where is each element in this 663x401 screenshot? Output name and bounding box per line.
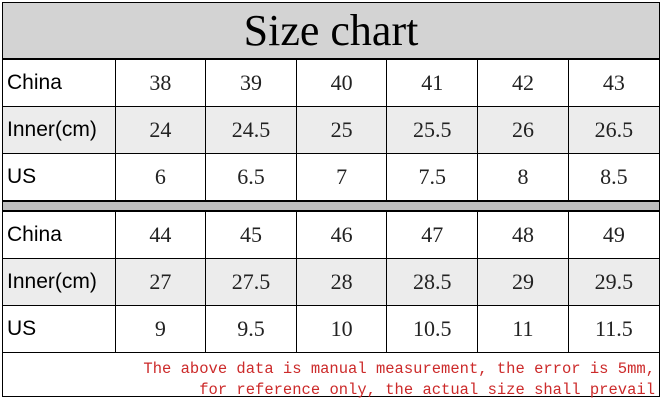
table-row-inner-cm: Inner(cm) 27 27.5 28 28.5 29 29.5 (2, 258, 660, 306)
row-label: China (2, 59, 116, 107)
table-cell: 27 (114, 258, 207, 306)
table-cell: 24.5 (205, 106, 297, 154)
table-cell: 7 (295, 153, 388, 201)
table-cell: 49 (567, 211, 660, 259)
row-label: China (2, 211, 116, 259)
table-cell: 28.5 (386, 258, 479, 306)
note-line-1: The above data is manual measurement, th… (143, 360, 655, 378)
table-cell: 8.5 (567, 153, 660, 201)
chart-title: Size chart (3, 3, 659, 59)
measurement-note: The above data is manual measurement, th… (3, 353, 659, 401)
table-cell: 11.5 (567, 305, 660, 353)
table-cell: 29 (477, 258, 569, 306)
table-row-china: China 44 45 46 47 48 49 (2, 211, 660, 259)
table-cell: 46 (295, 211, 388, 259)
table-cell: 38 (114, 59, 207, 107)
table-cell: 10 (295, 305, 388, 353)
table-cell: 26.5 (567, 106, 660, 154)
table-cell: 28 (295, 258, 388, 306)
table-cell: 41 (386, 59, 479, 107)
table-cell: 25 (295, 106, 388, 154)
row-label: US (2, 153, 116, 201)
table-cell: 39 (205, 59, 297, 107)
row-label: Inner(cm) (2, 258, 116, 306)
table-cell: 8 (477, 153, 569, 201)
table-cell: 48 (477, 211, 569, 259)
table-row-us: US 9 9.5 10 10.5 11 11.5 (2, 305, 660, 353)
table-cell: 10.5 (386, 305, 479, 353)
size-table-upper: China 38 39 40 41 42 43 Inner(cm) 24 24.… (2, 59, 660, 201)
table-row-us: US 6 6.5 7 7.5 8 8.5 (2, 153, 660, 201)
table-cell: 11 (477, 305, 569, 353)
table-cell: 7.5 (386, 153, 479, 201)
table-cell: 44 (114, 211, 207, 259)
table-cell: 40 (295, 59, 388, 107)
table-cell: 27.5 (205, 258, 297, 306)
table-cell: 43 (567, 59, 660, 107)
table-cell: 24 (114, 106, 207, 154)
table-cell: 9.5 (205, 305, 297, 353)
table-cell: 29.5 (567, 258, 660, 306)
row-label: Inner(cm) (2, 106, 116, 154)
table-cell: 6 (114, 153, 207, 201)
size-table-lower: China 44 45 46 47 48 49 Inner(cm) 27 27.… (2, 211, 660, 353)
table-row-inner-cm: Inner(cm) 24 24.5 25 25.5 26 26.5 (2, 106, 660, 154)
table-cell: 47 (386, 211, 479, 259)
table-cell: 9 (114, 305, 207, 353)
table-cell: 6.5 (205, 153, 297, 201)
table-row-china: China 38 39 40 41 42 43 (2, 59, 660, 107)
note-line-2: for reference only, the actual size shal… (199, 381, 655, 399)
row-label: US (2, 305, 116, 353)
section-divider (3, 201, 659, 211)
table-cell: 25.5 (386, 106, 479, 154)
table-cell: 26 (477, 106, 569, 154)
table-cell: 45 (205, 211, 297, 259)
table-cell: 42 (477, 59, 569, 107)
